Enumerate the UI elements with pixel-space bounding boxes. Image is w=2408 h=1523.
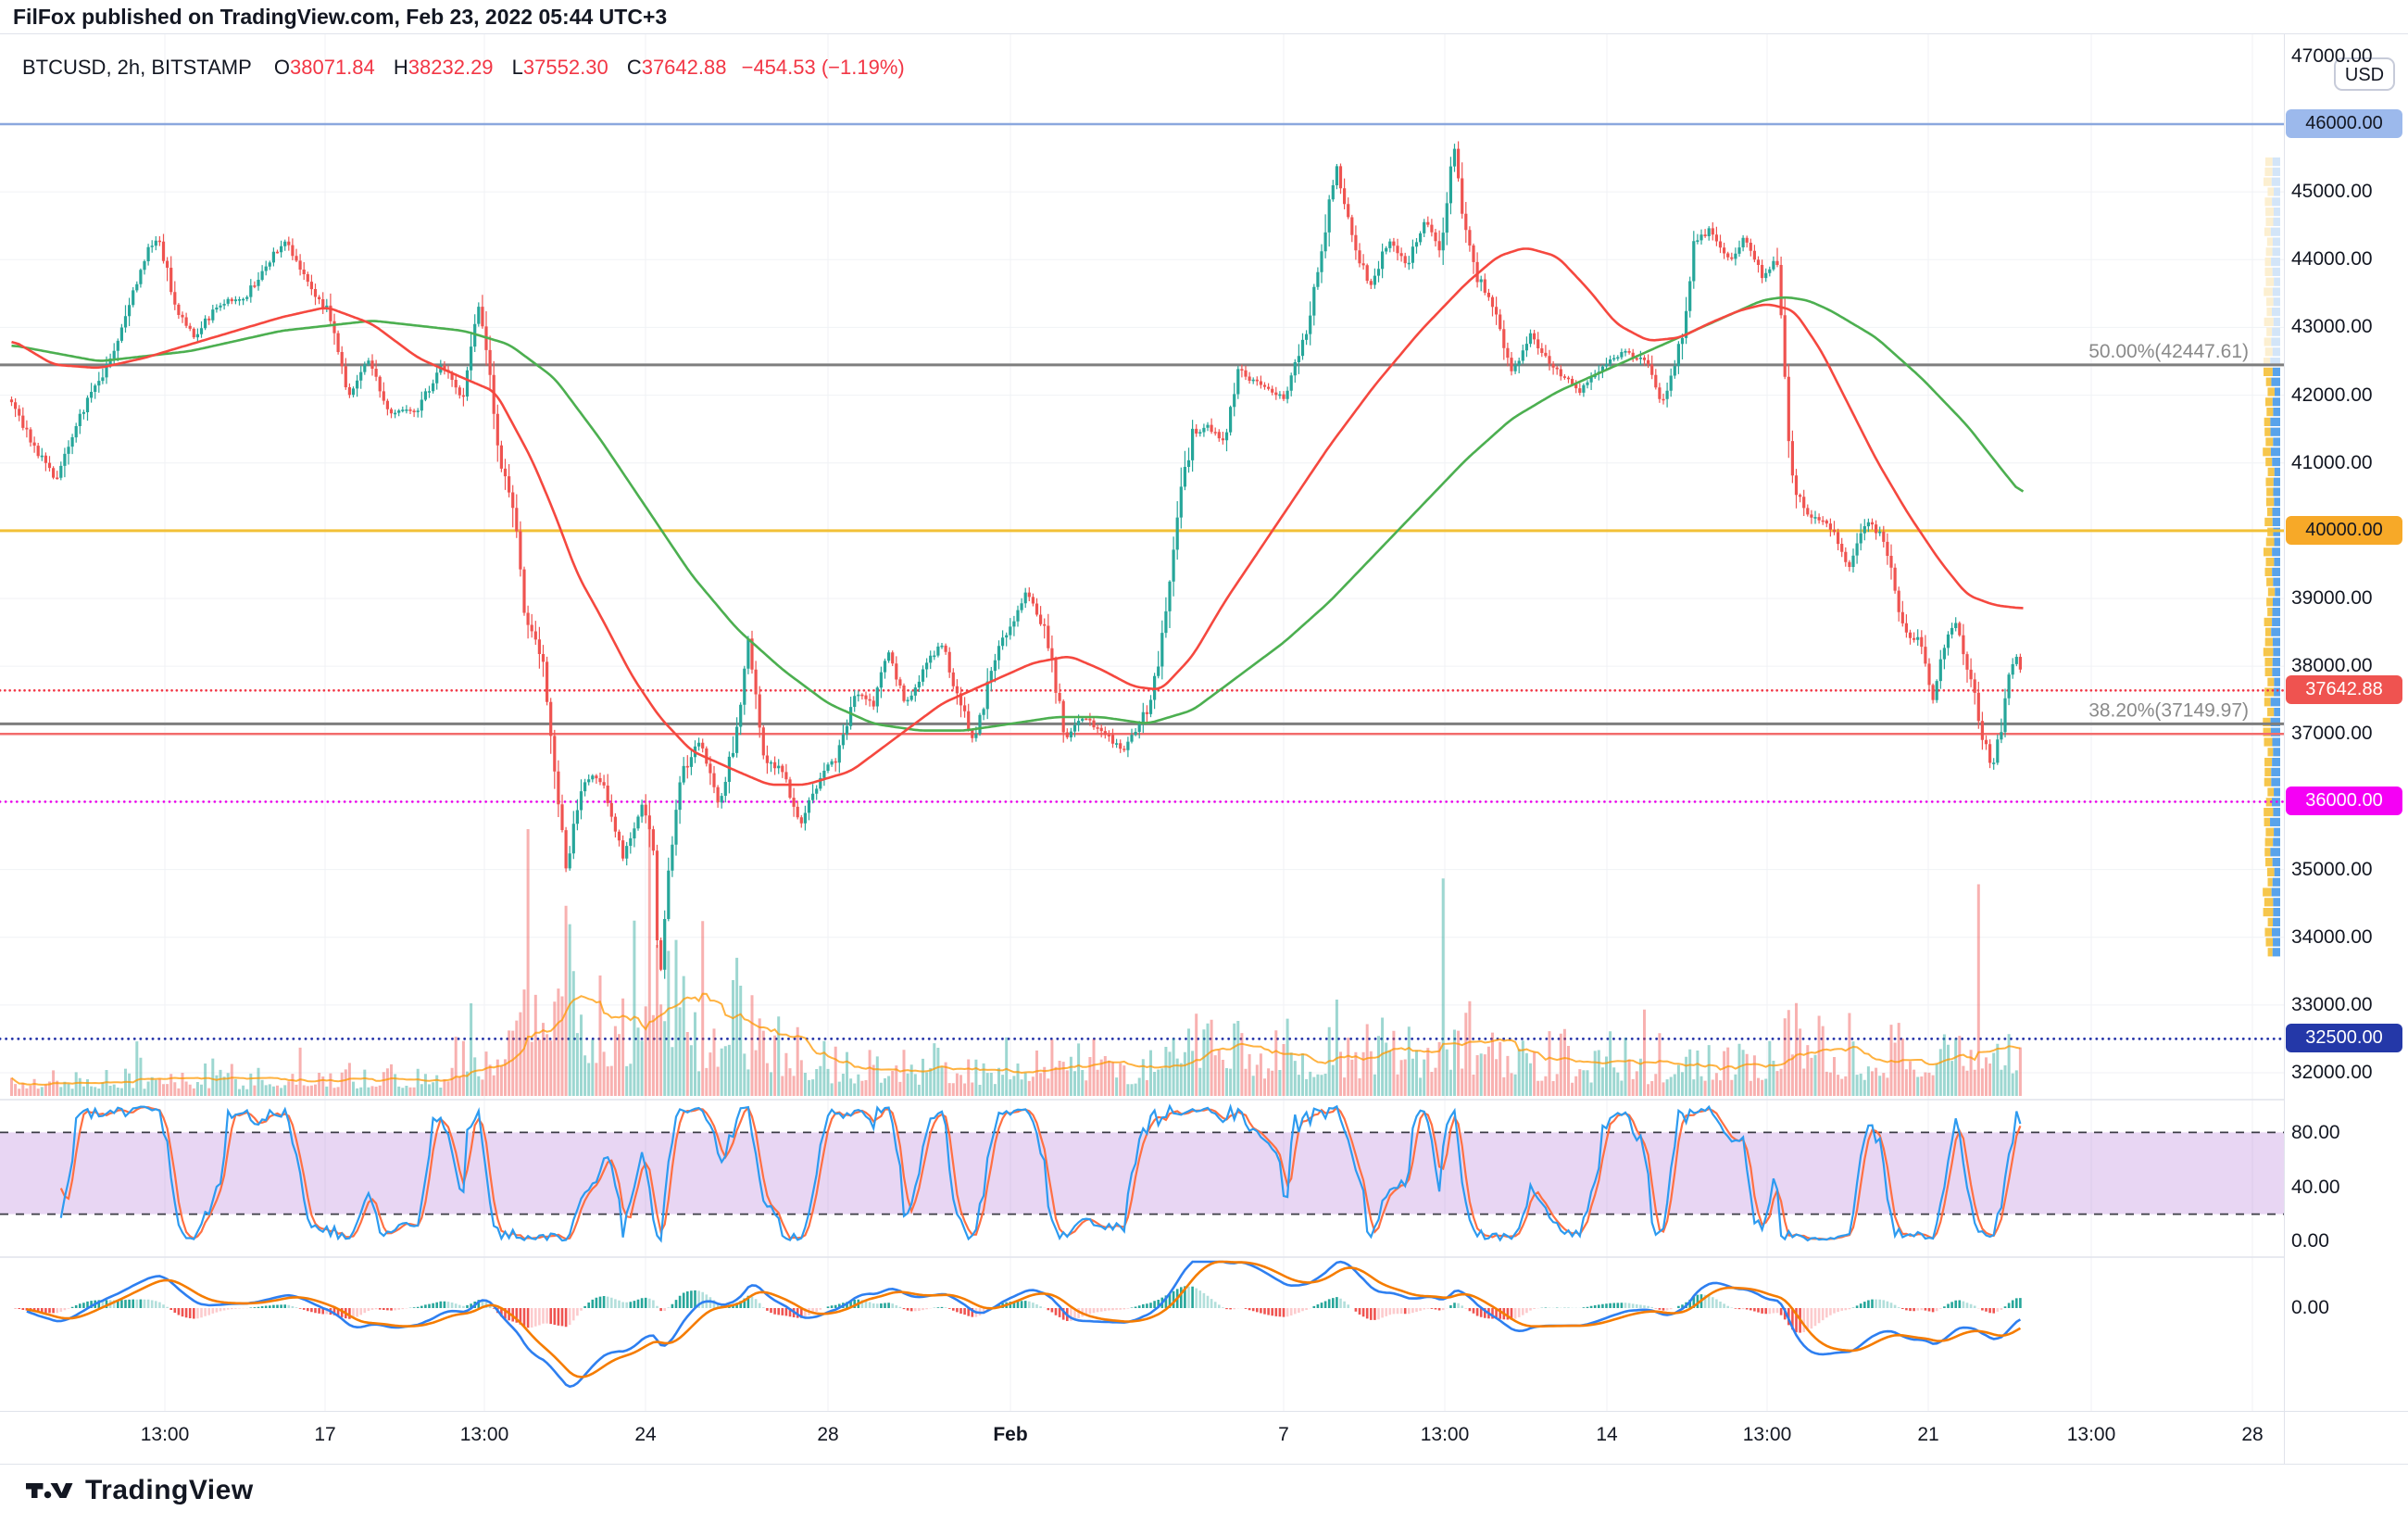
time-axis-label: 28 xyxy=(817,1424,839,1445)
legend-change: −454.53 (−1.19%) xyxy=(741,56,905,79)
price-axis-label: 45000.00 xyxy=(2291,181,2373,203)
chart-legend: BTCUSD, 2h, BITSTAMP O38071.84 H38232.29… xyxy=(22,56,910,80)
indicator-axis-label: 0.00 xyxy=(2291,1230,2329,1252)
indicator-axis-label: 80.00 xyxy=(2291,1122,2340,1143)
price-axis-label: 44000.00 xyxy=(2291,248,2373,271)
published-header: FilFox published on TradingView.com, Feb… xyxy=(13,5,668,29)
time-axis-label: 17 xyxy=(314,1424,336,1445)
legend-high-label: H xyxy=(393,56,408,79)
time-axis-label: 13:00 xyxy=(2066,1424,2116,1445)
legend-symbol: BTCUSD, 2h, BITSTAMP xyxy=(22,56,252,79)
price-tag-4000000: 40000.00 xyxy=(2286,515,2402,545)
time-axis-label: 13:00 xyxy=(1742,1424,1792,1445)
price-axis-label: 33000.00 xyxy=(2291,993,2373,1015)
time-axis-label: Feb xyxy=(993,1424,1028,1445)
indicator-axis-label: 40.00 xyxy=(2291,1177,2340,1198)
legend-open-label: O xyxy=(273,56,290,79)
time-axis-label: 13:00 xyxy=(1420,1424,1470,1445)
time-axis-border xyxy=(0,1411,2408,1412)
legend-low-value: 37552.30 xyxy=(522,56,608,79)
legend-open-value: 38071.84 xyxy=(290,56,375,79)
price-axis-label: 32000.00 xyxy=(2291,1061,2373,1083)
price-axis-label: 41000.00 xyxy=(2291,451,2373,473)
svg-text:50.00%(42447.61): 50.00%(42447.61) xyxy=(2088,341,2249,362)
price-tag-3764288: 37642.88 xyxy=(2286,675,2402,705)
price-axis-label: 38000.00 xyxy=(2291,655,2373,677)
time-axis-label: 13:00 xyxy=(459,1424,509,1445)
tradingview-branding[interactable]: TradingView xyxy=(26,1474,254,1507)
price-axis-label: 47000.00 xyxy=(2291,44,2373,67)
price-axis-label: 37000.00 xyxy=(2291,723,2373,745)
price-axis-label: 34000.00 xyxy=(2291,925,2373,948)
chart-top-border xyxy=(0,33,2408,34)
legend-high-value: 38232.29 xyxy=(408,56,494,79)
legend-close-value: 37642.88 xyxy=(641,56,727,79)
price-axis-label: 42000.00 xyxy=(2291,384,2373,406)
time-axis-label: 7 xyxy=(1278,1424,1289,1445)
price-axis-border xyxy=(2284,33,2285,1464)
time-axis-bottom-border xyxy=(0,1464,2408,1465)
tradingview-logo-icon xyxy=(26,1483,73,1499)
price-tag-3250000: 32500.00 xyxy=(2286,1024,2402,1053)
legend-close-label: C xyxy=(626,56,642,79)
time-axis-label: 21 xyxy=(1917,1424,1939,1445)
time-axis-label: 14 xyxy=(1596,1424,1618,1445)
time-axis-label: 13:00 xyxy=(140,1424,190,1445)
price-tag-4600000: 46000.00 xyxy=(2286,109,2402,138)
price-axis-label: 35000.00 xyxy=(2291,858,2373,880)
svg-text:38.20%(37149.97): 38.20%(37149.97) xyxy=(2088,699,2249,721)
tradingview-logo-text: TradingView xyxy=(85,1475,254,1505)
legend-low-label: L xyxy=(511,56,523,79)
indicator-axis-label: 0.00 xyxy=(2291,1297,2329,1318)
price-axis-label: 43000.00 xyxy=(2291,316,2373,338)
price-tag-3600000: 36000.00 xyxy=(2286,787,2402,816)
price-axis-label: 39000.00 xyxy=(2291,586,2373,609)
time-axis-label: 24 xyxy=(634,1424,657,1445)
currency-toggle-button[interactable]: USD xyxy=(2334,57,2395,91)
time-axis-label: 28 xyxy=(2241,1424,2264,1445)
